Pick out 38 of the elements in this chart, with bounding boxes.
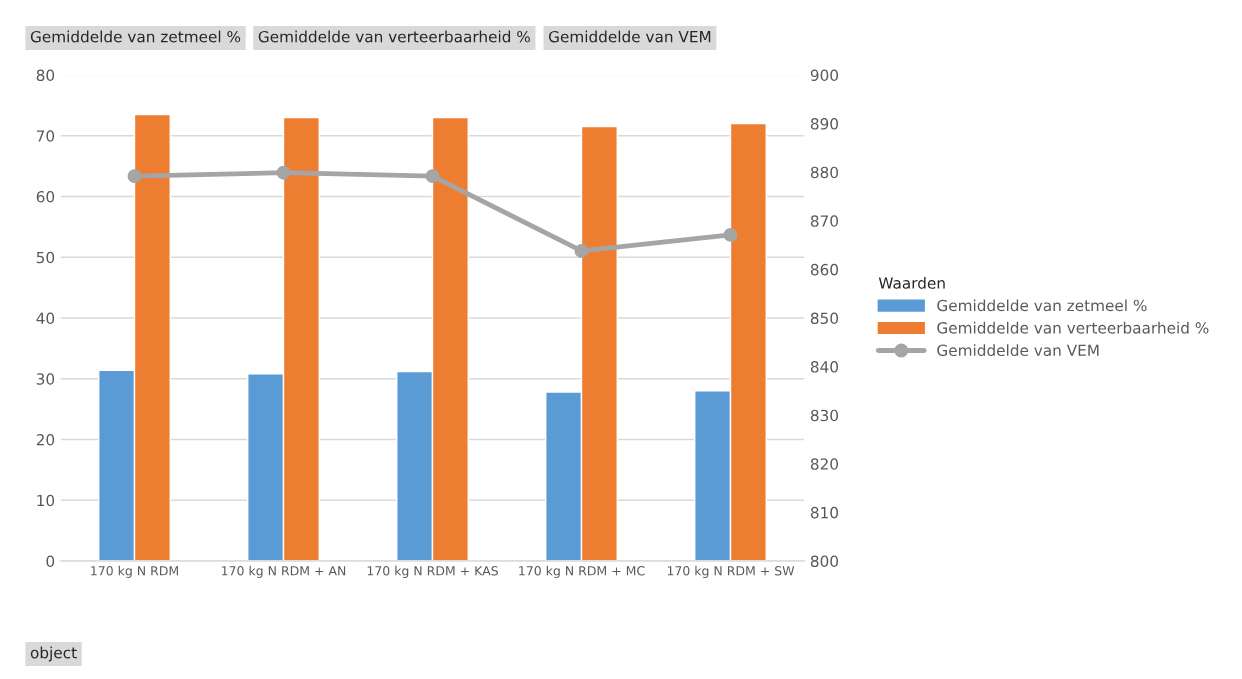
- x-tick-label: 170 kg N RDM + KAS: [367, 565, 498, 578]
- y-tick-label: 0: [46, 555, 55, 568]
- legend-label: Gemiddelde van zetmeel %: [937, 299, 1147, 312]
- y2-tick-label: 840: [810, 361, 839, 373]
- y2-tick-label: 820: [810, 458, 839, 470]
- x-tick-label: 170 kg N RDM + AN: [222, 565, 346, 578]
- y-tick-label: 80: [36, 69, 55, 82]
- point: [127, 169, 142, 184]
- y2-tick-label: 870: [810, 215, 839, 227]
- point: [276, 165, 291, 180]
- point: [425, 169, 440, 184]
- y2-tick-label: 830: [810, 409, 839, 422]
- point: [574, 243, 589, 258]
- y-tick-label: 30: [36, 373, 55, 385]
- y2-tick-label: 890: [810, 118, 839, 130]
- legend-label: Gemiddelde van verteerbaarheid %: [937, 321, 1209, 334]
- text: Gemiddelde van VEM: [548, 30, 711, 43]
- y-tick-label: 20: [36, 433, 55, 446]
- y2-tick-label: 800: [810, 555, 839, 568]
- legend-title: Waarden: [878, 276, 945, 289]
- legend-label: Gemiddelde van VEM: [937, 344, 1099, 357]
- y2-tick-label: 860: [810, 263, 839, 276]
- text: Gemiddelde van verteerbaarheid %: [258, 30, 530, 43]
- x-tick-label: 170 kg N RDM: [91, 565, 178, 578]
- y2-tick-label: 900: [810, 69, 839, 82]
- x-tick-label: 170 kg N RDM + MC: [519, 565, 645, 578]
- text: object: [30, 646, 77, 662]
- x-tick-label: 170 kg N RDM + SW: [667, 565, 795, 578]
- y-tick-label: 70: [36, 130, 55, 142]
- text: Gemiddelde van zetmeel %: [30, 30, 241, 43]
- y2-tick-label: 880: [810, 166, 839, 179]
- y2-tick-label: 810: [810, 506, 839, 519]
- y2-tick-label: 850: [810, 312, 839, 325]
- y-tick-label: 10: [37, 494, 55, 507]
- y-tick-label: 40: [36, 312, 55, 325]
- y-tick-label: 60: [36, 190, 55, 203]
- y-tick-label: 50: [36, 251, 55, 264]
- point: [723, 227, 738, 242]
